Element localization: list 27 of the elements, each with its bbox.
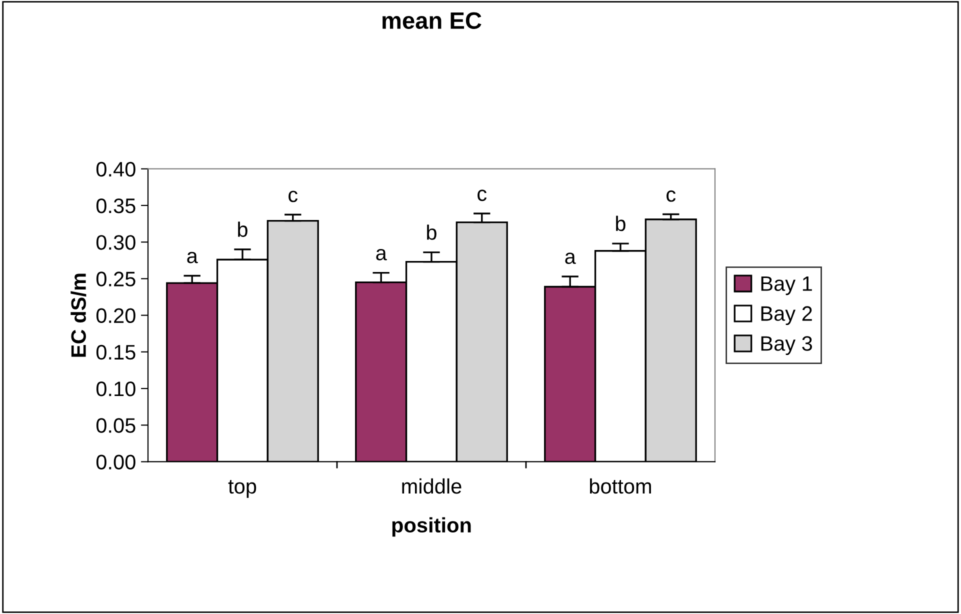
y-tick-label: 0.20 xyxy=(96,308,136,324)
data-label: c xyxy=(478,190,487,202)
x-tick-label: middle xyxy=(402,478,462,494)
legend-label: Bay 2 xyxy=(761,306,812,326)
x-tick-label: top xyxy=(228,480,256,498)
x-axis-title: position xyxy=(392,517,471,537)
y-tick-label: 0.10 xyxy=(96,382,136,396)
data-label: c xyxy=(666,190,676,202)
y-tick-label: 0.05 xyxy=(96,418,136,433)
data-label: a xyxy=(376,248,387,260)
data-label: b xyxy=(427,224,436,240)
y-tick-label: 0.25 xyxy=(96,272,136,286)
data-label: b xyxy=(616,216,626,232)
y-axis-title: EC dS/m xyxy=(70,274,86,357)
x-tick-label: bottom xyxy=(590,478,651,494)
chart-title: mean EC xyxy=(382,12,482,29)
y-tick-label: 0.00 xyxy=(96,454,136,470)
y-tick-label: 0.40 xyxy=(96,162,136,177)
y-tick-label: 0.15 xyxy=(96,344,136,360)
data-label: a xyxy=(565,252,576,264)
data-label: c xyxy=(288,190,298,202)
legend-label: Bay 3 xyxy=(761,336,812,356)
data-label: a xyxy=(187,252,198,264)
data-label: b xyxy=(238,222,248,237)
y-tick-label: 0.30 xyxy=(96,235,136,250)
y-tick-label: 0.35 xyxy=(96,198,136,214)
legend-label: Bay 1 xyxy=(761,276,812,296)
